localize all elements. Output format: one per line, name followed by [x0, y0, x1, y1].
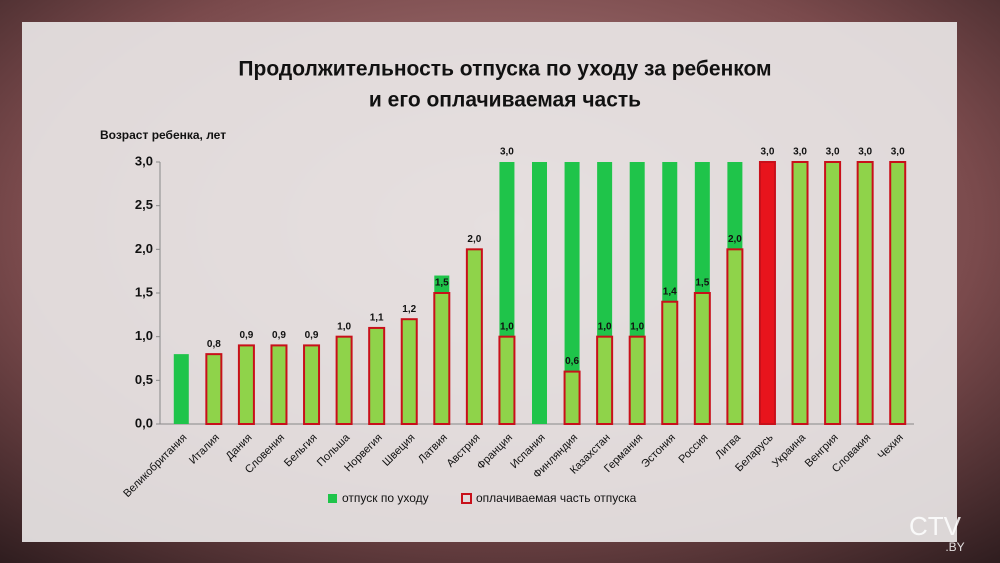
value-label: 0,9	[239, 330, 253, 341]
value-label: 1,0	[337, 321, 351, 332]
paid-bar	[791, 161, 809, 425]
paid-bar	[628, 335, 646, 425]
y-tick-label: 3,0	[135, 153, 153, 168]
chart-subtitle: и его оплачиваемая часть	[369, 89, 641, 112]
paid-bar	[856, 161, 874, 425]
y-tick-label: 0,5	[135, 372, 153, 387]
y-tick-label: 2,0	[135, 241, 153, 256]
legend-label: отпуск по уходу	[342, 491, 429, 505]
y-tick-label: 1,5	[135, 284, 153, 299]
paid-bar	[889, 161, 907, 425]
value-label: 1,5	[695, 278, 709, 289]
value-label: 1,1	[370, 313, 384, 324]
value-label: 3,0	[891, 147, 905, 158]
value-label: 3,0	[793, 147, 807, 158]
paid-bar	[498, 335, 516, 425]
paid-bar	[661, 300, 679, 426]
paid-bar	[433, 292, 451, 425]
value-label: 1,2	[402, 304, 416, 315]
paid-bar	[693, 292, 711, 425]
paid-bar	[205, 353, 223, 425]
paid-bar	[758, 161, 776, 425]
value-label: 1,5	[435, 278, 449, 289]
value-label: 1,0	[630, 321, 644, 332]
leave-bar	[564, 162, 580, 424]
paid-bar	[400, 318, 418, 426]
y-tick-label: 2,5	[135, 197, 153, 212]
value-label: 1,0	[598, 321, 612, 332]
value-label: 0,9	[272, 330, 286, 341]
legend-swatch	[461, 493, 472, 504]
chart-title: Продолжительность отпуска по уходу за ре…	[238, 58, 771, 81]
y-axis-label: Возраст ребенка, лет	[100, 128, 226, 142]
y-tick-label: 0,0	[135, 415, 153, 430]
paid-bar	[563, 370, 581, 426]
value-label: 2,0	[728, 234, 742, 245]
leave-bar	[532, 162, 547, 424]
value-label: 0,6	[565, 356, 579, 367]
paid-bar	[596, 335, 614, 425]
value-label: 0,8	[207, 339, 221, 350]
paid-bar	[303, 344, 321, 425]
legend-swatch	[328, 494, 337, 503]
value-label: 0,9	[305, 330, 319, 341]
logo: CTV	[909, 511, 962, 541]
logo-sub: .BY	[945, 540, 964, 554]
value-label: 3,0	[500, 147, 514, 158]
paid-bar	[335, 335, 353, 425]
y-tick-label: 1,0	[135, 328, 153, 343]
paid-bar	[368, 326, 386, 425]
legend-label: оплачиваемая часть отпуска	[476, 491, 637, 505]
paid-bar	[465, 248, 483, 425]
value-label: 1,0	[500, 321, 514, 332]
value-label: 1,4	[663, 286, 677, 297]
value-label: 3,0	[761, 147, 775, 158]
value-label: 2,0	[467, 234, 481, 245]
paid-bar	[237, 344, 255, 425]
paid-bar	[824, 161, 842, 425]
paid-bar	[726, 248, 744, 425]
value-label: 3,0	[858, 147, 872, 158]
leave-bar	[173, 354, 189, 424]
paid-bar	[270, 344, 288, 425]
value-label: 3,0	[826, 147, 840, 158]
